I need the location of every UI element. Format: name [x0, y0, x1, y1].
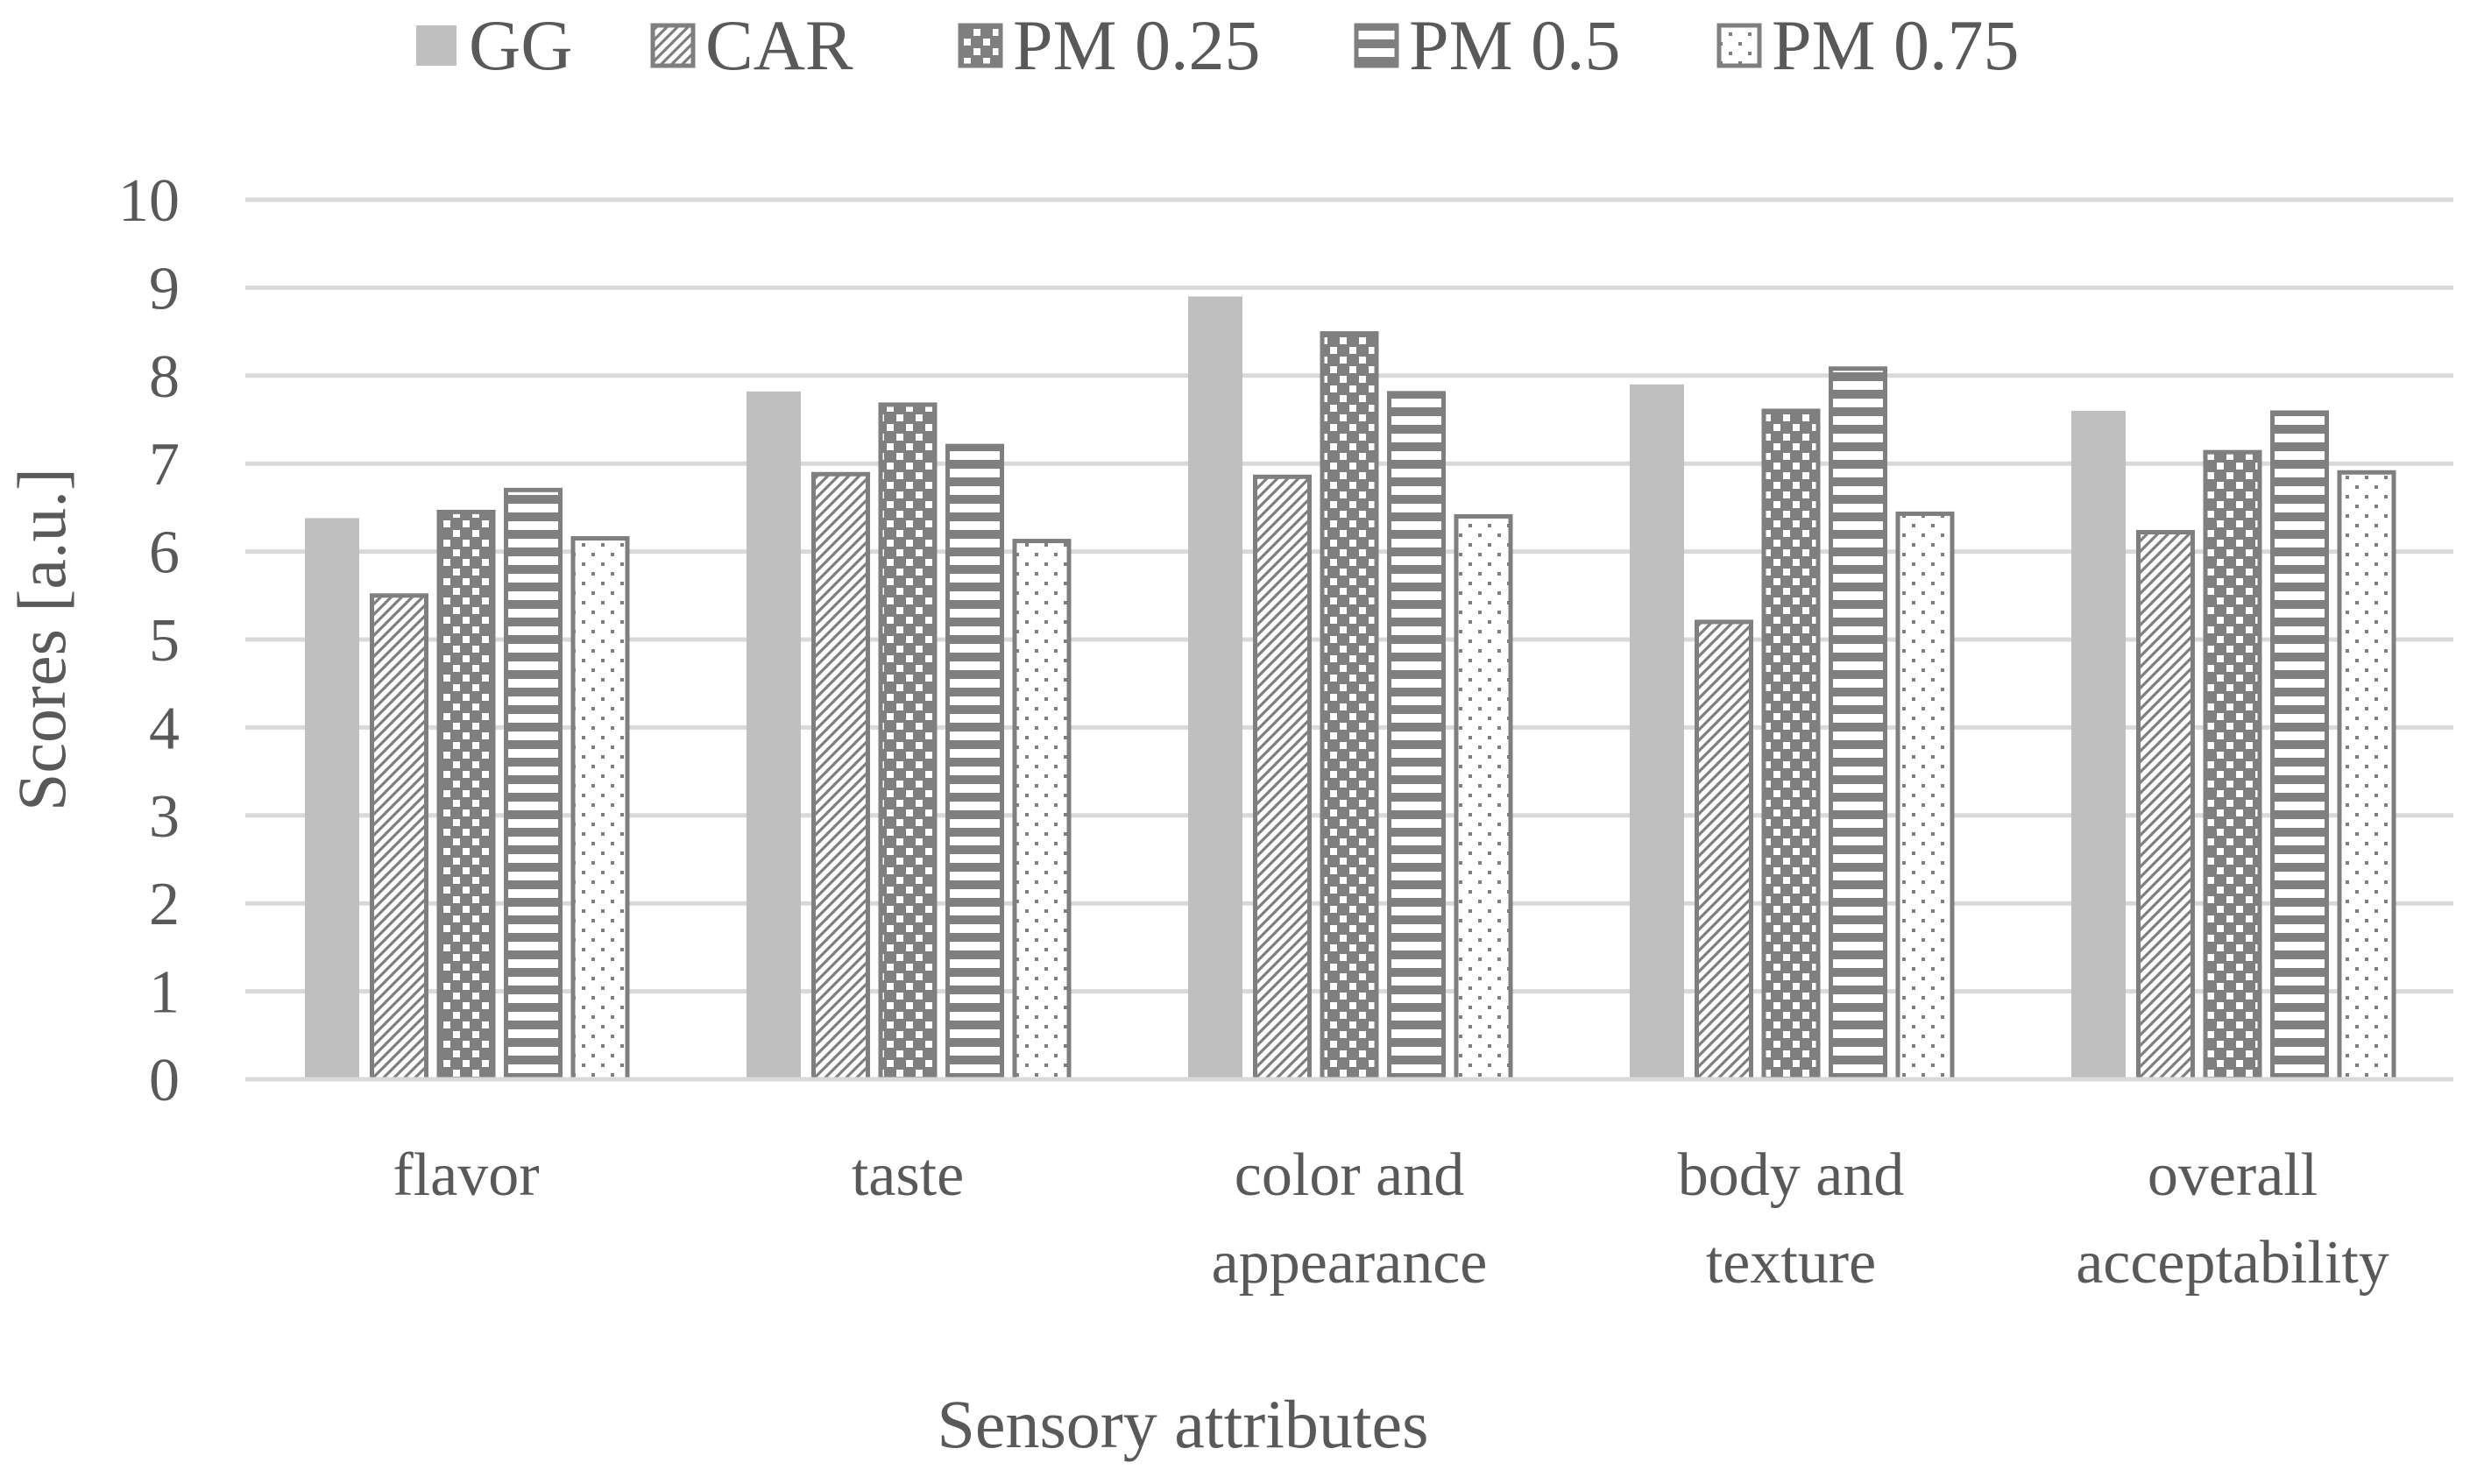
legend-item-car: CAR	[650, 5, 853, 85]
bars	[305, 296, 2396, 1082]
legend: GG CAR PM 0.25 PM 0.5 PM 0.75	[416, 5, 2020, 85]
legend-swatch-pm-0-75	[1716, 23, 1762, 68]
bar-pm-0-75-taste	[1012, 539, 1072, 1082]
legend-item-pm-0-5: PM 0.5	[1354, 5, 1621, 85]
bar-pm-0-25-color-and-appearance	[1320, 331, 1379, 1082]
y-axis-ticks: 0 1 2 3 4 5 6 7 8 9 10	[118, 167, 180, 1114]
legend-label-car: CAR	[705, 5, 853, 85]
legend-label-pm-0-75: PM 0.75	[1772, 5, 2020, 85]
bar-pm-0-5-taste	[945, 443, 1004, 1082]
legend-item-pm-0-25: PM 0.25	[958, 5, 1261, 85]
bar-pm-0-75-flavor	[570, 536, 630, 1082]
bar-gg-flavor	[305, 518, 359, 1079]
x-axis-category-labels: flavor taste color and appearance body and te…	[393, 1141, 2389, 1297]
legend-label-pm-0-25: PM 0.25	[1013, 5, 1261, 85]
x-tick-label-line: flavor	[393, 1141, 539, 1209]
legend-label-gg: GG	[469, 5, 572, 85]
legend-swatch-pm-0-5	[1354, 23, 1399, 68]
bar-car-taste	[811, 471, 870, 1082]
bar-car-flavor	[370, 593, 428, 1082]
bar-pm-0-25-flavor	[436, 509, 496, 1082]
bar-pm-0-75-color-and-appearance	[1454, 513, 1513, 1082]
bar-pm-0-25-taste	[878, 402, 938, 1082]
x-tick-label-line: appearance	[1212, 1229, 1488, 1297]
bar-pm-0-5-flavor	[504, 487, 563, 1082]
y-tick-label-1: 1	[149, 959, 180, 1027]
bar-gg-overall-acceptability	[2071, 410, 2126, 1080]
bar-pm-0-25-body-and-texture	[1761, 408, 1821, 1082]
x-tick-label-color-and-appearance: color and appearance	[1212, 1141, 1488, 1297]
legend-label-pm-0-5: PM 0.5	[1409, 5, 1621, 85]
bar-car-body-and-texture	[1695, 619, 1753, 1082]
y-tick-label-9: 9	[149, 255, 180, 322]
bar-pm-0-75-overall-acceptability	[2337, 470, 2396, 1082]
x-tick-label-line: body and	[1678, 1141, 1905, 1209]
y-tick-label-7: 7	[149, 431, 180, 498]
bar-gg-taste	[747, 391, 801, 1079]
x-tick-label-taste: taste	[852, 1141, 964, 1209]
bar-car-color-and-appearance	[1253, 474, 1312, 1082]
x-tick-label-line: taste	[852, 1141, 964, 1209]
y-tick-label-10: 10	[118, 167, 180, 235]
x-tick-label-line: color and	[1235, 1141, 1464, 1209]
bar-pm-0-5-body-and-texture	[1829, 366, 1887, 1082]
y-tick-label-3: 3	[149, 783, 180, 851]
y-axis-title: Scores [a.u.]	[4, 468, 80, 811]
x-tick-label-line: overall	[2148, 1141, 2318, 1209]
bar-pm-0-5-color-and-appearance	[1387, 391, 1446, 1082]
y-tick-label-2: 2	[149, 871, 180, 938]
y-tick-label-4: 4	[149, 695, 180, 762]
y-tick-label-0: 0	[149, 1047, 180, 1114]
x-tick-label-body-and-texture: body and texture	[1678, 1141, 1905, 1297]
x-tick-label-line: acceptability	[2076, 1229, 2389, 1297]
bar-pm-0-5-overall-acceptability	[2270, 410, 2329, 1082]
bar-car-overall-acceptability	[2136, 530, 2195, 1082]
bar-pm-0-25-overall-acceptability	[2203, 449, 2262, 1082]
y-tick-label-5: 5	[149, 607, 180, 675]
legend-item-gg: GG	[416, 5, 572, 85]
x-tick-label-flavor: flavor	[393, 1141, 539, 1209]
bar-gg-color-and-appearance	[1188, 296, 1242, 1079]
x-axis-title: Sensory attributes	[937, 1386, 1428, 1462]
bar-gg-body-and-texture	[1630, 384, 1684, 1080]
y-tick-label-6: 6	[149, 519, 180, 587]
legend-swatch-car	[650, 23, 696, 68]
legend-item-pm-0-75: PM 0.75	[1716, 5, 2020, 85]
legend-swatch-gg	[416, 25, 456, 66]
x-tick-label-overall-acceptability: overall acceptability	[2076, 1141, 2389, 1297]
legend-swatch-pm-0-25	[958, 23, 1003, 68]
y-tick-label-8: 8	[149, 343, 180, 411]
bar-pm-0-75-body-and-texture	[1895, 511, 1955, 1082]
x-tick-label-line: texture	[1706, 1229, 1876, 1297]
